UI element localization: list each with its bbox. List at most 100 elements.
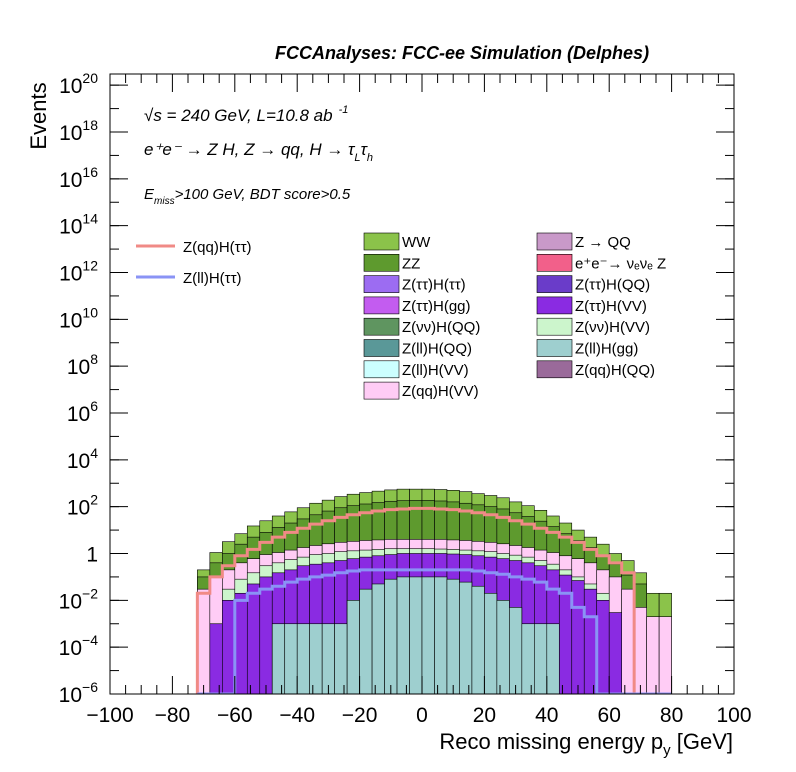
x-tick-label: 80 (660, 704, 683, 727)
legend-swatch-6 (363, 296, 400, 315)
legend-label: Z(qq)H(QQ) (575, 362, 655, 379)
bar-5-26 (521, 623, 535, 694)
bar-2-35 (633, 607, 647, 694)
x-tick-label: −80 (155, 704, 191, 727)
bar-4-2 (222, 600, 236, 694)
y-tick-label: 1018 (59, 117, 98, 145)
y-tick-label: 1 (86, 544, 98, 567)
x-tick-label: −40 (279, 704, 315, 727)
y-tick-label: 1014 (59, 211, 98, 239)
legend-label: Z(ττ)H(QQ) (575, 277, 650, 294)
bar-5-25 (509, 607, 523, 694)
bar-5-13 (359, 588, 373, 694)
bar-4-4 (246, 583, 261, 694)
plot-area (195, 488, 672, 694)
bar-5-24 (496, 600, 510, 694)
legend-label: ZZ (402, 255, 420, 272)
legend-label: Z(ll)H(ττ) (183, 270, 242, 287)
bar-5-9 (309, 623, 323, 694)
bar-5-11 (334, 623, 348, 694)
bar-4-30 (571, 580, 585, 694)
bar-4-1 (209, 623, 223, 694)
bar-2-36 (646, 616, 660, 694)
legend-label: Z → QQ (575, 234, 631, 251)
bar-5-28 (546, 623, 560, 694)
legend-swatch-12 (363, 360, 400, 379)
y-tick-label: 10−6 (59, 679, 99, 707)
x-axis-title: Reco missing energy py [GeV] (439, 729, 733, 759)
legend-label: Z(νν)H(VV) (575, 319, 650, 336)
x-tick-label: −100 (86, 704, 133, 727)
legend-swatch-13 (536, 360, 573, 379)
bar-5-27 (534, 623, 548, 694)
bar-5-14 (371, 583, 385, 694)
bar-4-3 (234, 592, 248, 694)
x-tick-label: 20 (473, 704, 496, 727)
bar-5-17 (409, 576, 423, 694)
bar-5-6 (271, 623, 286, 694)
bar-5-16 (396, 576, 410, 694)
bar-4-33 (608, 612, 622, 694)
x-tick-label: 40 (535, 704, 558, 727)
bar-5-23 (484, 592, 498, 694)
bar-5-18 (421, 576, 435, 694)
x-tick-label: −20 (342, 704, 378, 727)
legend-swatch-14 (363, 381, 400, 400)
legend-swatch-4 (363, 275, 400, 293)
bar-5-22 (471, 585, 485, 694)
bar-2-37 (658, 616, 672, 694)
bar-2-34 (621, 588, 635, 694)
legend-swatch-10 (363, 339, 400, 357)
legend-label: Z(νν)H(QQ) (402, 319, 480, 336)
bar-4-32 (596, 600, 610, 694)
bar-5-15 (384, 578, 398, 694)
bar-4-31 (583, 588, 598, 694)
x-tick-label: 0 (416, 704, 428, 727)
annotation-energy: √s = 240 GeV, L=10.8 ab -1 (144, 104, 348, 125)
legend-label: Z(qq)H(VV) (402, 383, 479, 400)
y-tick-label: 10−4 (59, 632, 99, 660)
y-axis-title: Events (26, 82, 51, 149)
legend-label: Z(ll)H(VV) (402, 362, 469, 379)
legend-label: Z(ττ)H(ττ) (402, 277, 466, 294)
bar-5-12 (346, 600, 360, 694)
bar-5-21 (459, 581, 473, 694)
legend-swatch-9 (536, 317, 573, 336)
x-tick-label: 60 (598, 704, 621, 727)
x-tick-label: 100 (716, 704, 751, 727)
legend-label: Z(ll)H(QQ) (402, 341, 472, 358)
legend-swatch-3 (536, 254, 573, 272)
legend-swatch-7 (536, 296, 573, 315)
legend-label: WW (402, 234, 431, 251)
bar-4-5 (259, 576, 273, 694)
legend-swatch-0 (363, 232, 400, 251)
y-tick-label: 10−2 (59, 585, 99, 613)
y-tick-label: 1012 (59, 258, 98, 286)
legend-label: Z(ll)H(gg) (575, 341, 638, 358)
legend-label: Z(ττ)H(VV) (575, 298, 647, 315)
annotation-cut: Emiss>100 GeV, BDT score>0.5 (144, 186, 351, 207)
legend-label: e⁺e⁻→ νₑνₑ Z (575, 255, 666, 272)
signal-line-0 (195, 506, 672, 694)
y-tick-label: 1010 (59, 304, 98, 332)
legend-label: Z(ττ)H(gg) (402, 298, 471, 315)
legend-swatch-1 (536, 232, 573, 251)
y-tick-label: 102 (67, 492, 98, 520)
bar-2-0 (197, 588, 211, 694)
bar-5-19 (434, 576, 448, 694)
y-tick-label: 108 (67, 351, 98, 379)
legend-swatch-5 (536, 275, 573, 293)
bar-5-10 (321, 623, 335, 694)
y-tick-label: 1020 (59, 70, 98, 98)
signal-line-1 (197, 568, 672, 694)
bar-5-20 (446, 578, 460, 694)
legend-swatch-11 (536, 339, 573, 357)
bar-5-8 (296, 623, 310, 694)
x-tick-label: −60 (217, 704, 253, 727)
legend-swatch-8 (363, 317, 400, 336)
legend-swatch-2 (363, 254, 400, 272)
y-tick-label: 1016 (59, 164, 98, 192)
bar-5-7 (284, 623, 298, 694)
y-tick-label: 106 (67, 398, 98, 426)
